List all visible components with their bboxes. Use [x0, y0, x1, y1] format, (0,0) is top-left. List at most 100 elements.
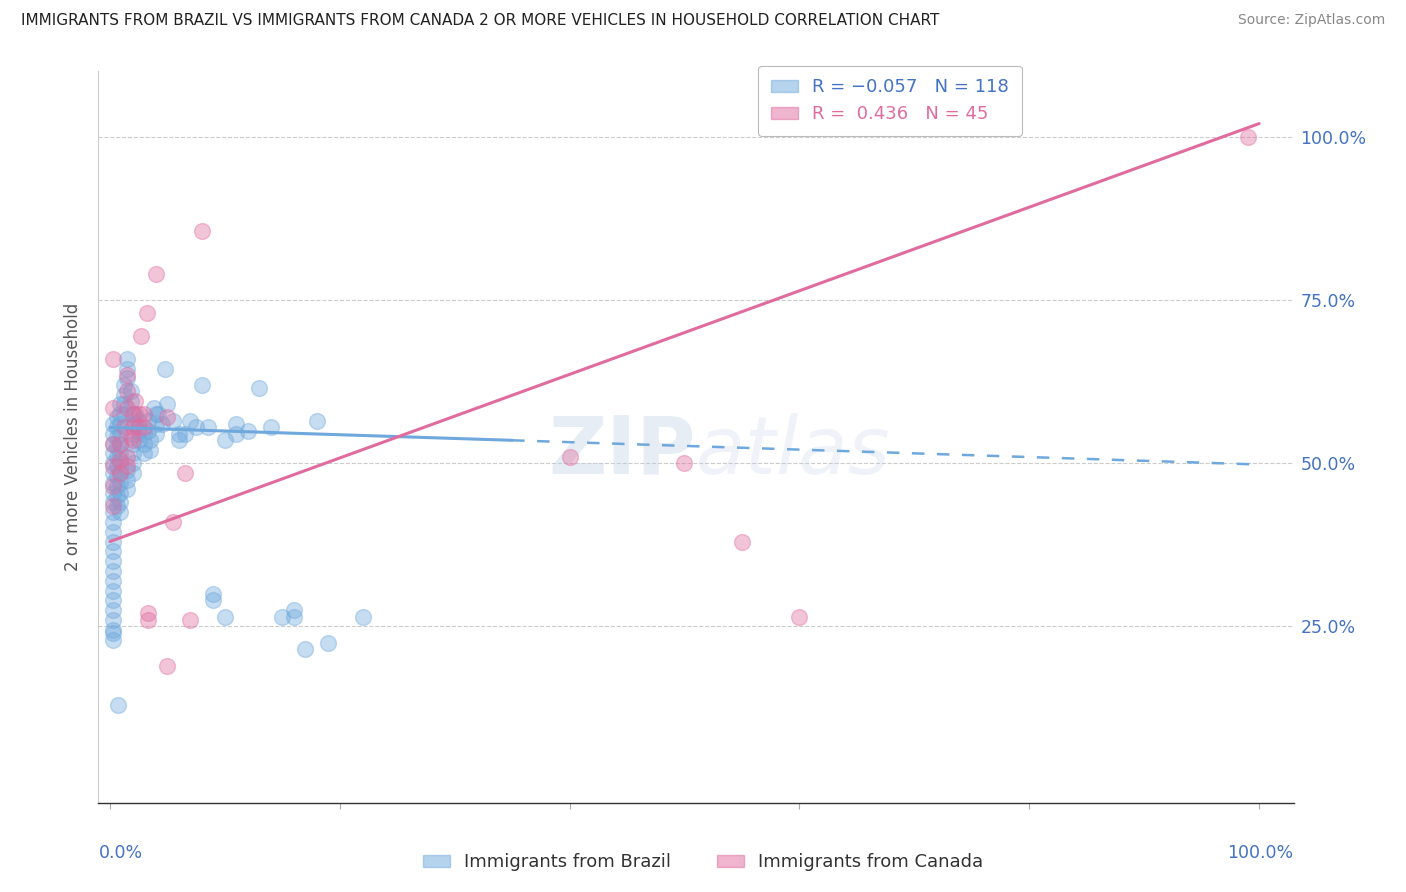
Point: [128, 414, 150, 428]
Point: [1236, 129, 1258, 144]
Point: [115, 473, 138, 487]
Point: [115, 371, 138, 385]
Point: [236, 424, 259, 438]
Point: [103, 632, 125, 647]
Point: [128, 424, 150, 438]
Point: [122, 436, 145, 450]
Point: [103, 626, 125, 640]
Point: [214, 434, 236, 448]
Point: [789, 609, 811, 624]
Point: [115, 483, 138, 497]
Point: [107, 698, 129, 712]
Point: [162, 515, 184, 529]
Point: [305, 414, 328, 428]
Point: [105, 410, 128, 425]
Point: [202, 587, 225, 601]
Point: [115, 361, 138, 376]
Point: [103, 583, 125, 598]
Point: [260, 420, 283, 434]
Point: [112, 397, 135, 411]
Point: [112, 387, 135, 401]
Point: [283, 603, 305, 617]
Point: [105, 420, 128, 434]
Point: [184, 420, 207, 434]
Point: [110, 466, 132, 480]
Point: [145, 407, 167, 421]
Point: [103, 499, 125, 513]
Point: [103, 544, 125, 558]
Point: [110, 456, 132, 470]
Point: [103, 426, 125, 441]
Point: [139, 443, 162, 458]
Point: [105, 489, 128, 503]
Point: [103, 466, 125, 480]
Point: [134, 426, 156, 441]
Y-axis label: 2 or more Vehicles in Household: 2 or more Vehicles in Household: [65, 303, 83, 571]
Point: [110, 426, 132, 441]
Point: [122, 407, 145, 421]
Point: [110, 407, 132, 421]
Point: [115, 450, 138, 464]
Point: [173, 426, 195, 441]
Point: [103, 446, 125, 460]
Point: [142, 401, 165, 415]
Point: [103, 436, 125, 450]
Point: [191, 224, 214, 238]
Text: 100.0%: 100.0%: [1227, 845, 1294, 863]
Point: [120, 430, 142, 444]
Point: [105, 430, 128, 444]
Point: [139, 434, 162, 448]
Point: [112, 377, 135, 392]
Point: [110, 436, 132, 450]
Point: [122, 407, 145, 421]
Point: [247, 381, 270, 395]
Point: [115, 368, 138, 382]
Point: [103, 534, 125, 549]
Point: [103, 495, 125, 509]
Point: [103, 564, 125, 578]
Point: [115, 459, 138, 474]
Point: [145, 426, 167, 441]
Point: [103, 505, 125, 519]
Point: [105, 499, 128, 513]
Point: [103, 456, 125, 470]
Point: [283, 609, 305, 624]
Point: [134, 420, 156, 434]
Point: [122, 420, 145, 434]
Point: [105, 459, 128, 474]
Point: [167, 434, 190, 448]
Point: [112, 420, 135, 434]
Text: IMMIGRANTS FROM BRAZIL VS IMMIGRANTS FROM CANADA 2 OR MORE VEHICLES IN HOUSEHOLD: IMMIGRANTS FROM BRAZIL VS IMMIGRANTS FRO…: [21, 13, 939, 29]
Point: [103, 603, 125, 617]
Point: [145, 267, 167, 281]
Point: [225, 417, 247, 431]
Point: [136, 414, 159, 428]
Point: [105, 469, 128, 483]
Point: [103, 515, 125, 529]
Point: [156, 397, 179, 411]
Text: 0.0%: 0.0%: [98, 845, 142, 863]
Point: [214, 609, 236, 624]
Legend: R = −0.057   N = 118, R =  0.436   N = 45: R = −0.057 N = 118, R = 0.436 N = 45: [758, 66, 1022, 136]
Point: [110, 446, 132, 460]
Point: [120, 394, 142, 409]
Point: [150, 417, 173, 431]
Point: [731, 534, 754, 549]
Point: [120, 384, 142, 399]
Point: [115, 401, 138, 415]
Point: [103, 401, 125, 415]
Point: [225, 426, 247, 441]
Point: [103, 593, 125, 607]
Point: [124, 407, 146, 421]
Point: [103, 436, 125, 450]
Point: [103, 417, 125, 431]
Legend: Immigrants from Brazil, Immigrants from Canada: Immigrants from Brazil, Immigrants from …: [416, 847, 990, 879]
Point: [103, 459, 125, 474]
Point: [105, 450, 128, 464]
Point: [103, 623, 125, 637]
Point: [202, 593, 225, 607]
Point: [179, 613, 201, 627]
Point: [136, 424, 159, 438]
Point: [110, 505, 132, 519]
Point: [122, 456, 145, 470]
